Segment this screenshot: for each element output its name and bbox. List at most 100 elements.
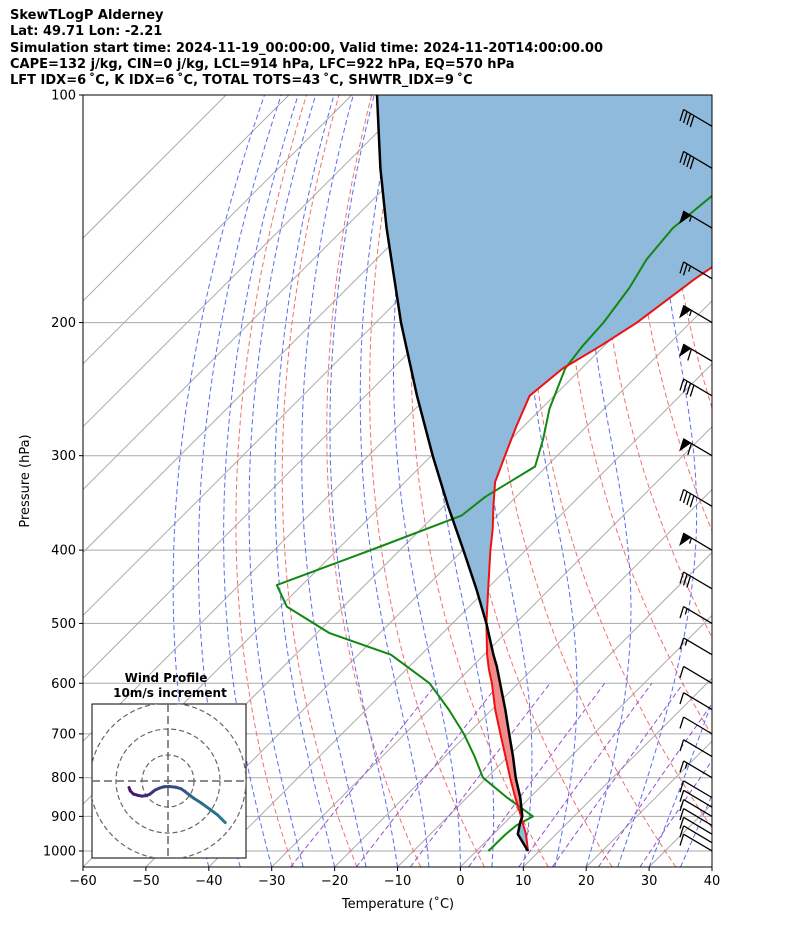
x-tick-label: −20 <box>321 874 348 889</box>
wind-barb <box>679 637 713 656</box>
time-line: Simulation start time: 2024-11-19_00:00:… <box>10 40 603 56</box>
hodograph-trace <box>208 807 219 817</box>
cape-fill-layer <box>377 95 712 851</box>
y-tick-label: 100 <box>51 89 76 104</box>
isotherm-line <box>83 95 478 491</box>
wind-barb <box>679 739 713 758</box>
mixing-ratio-line <box>290 682 438 867</box>
mixing-ratio-line <box>468 683 606 867</box>
wind-barb <box>679 532 713 551</box>
wind-barb <box>679 488 713 508</box>
wind-barb <box>679 343 713 362</box>
hodograph-trace <box>127 786 132 793</box>
moist-adiabat-line <box>248 95 317 867</box>
y-tick-label: 600 <box>51 677 76 692</box>
mixing-ratio-line <box>355 682 500 867</box>
dry-adiabat-line <box>369 95 485 867</box>
wind-barb <box>679 716 713 735</box>
x-tick-label: −60 <box>69 874 96 889</box>
moist-adiabat-line <box>359 95 430 867</box>
y-tick-label: 400 <box>51 544 76 559</box>
hodograph-trace <box>215 813 227 825</box>
moist-adiabat-line <box>680 793 712 867</box>
x-tick-label: 0 <box>456 874 464 889</box>
hodograph-subtitle: 10m/s increment <box>113 686 227 700</box>
moist-adiabat-line <box>197 95 282 867</box>
dry-adiabat-line <box>730 95 794 867</box>
index-line: LFT IDX=6 ˚C, K IDX=6 ˚C, TOTAL TOTS=43 … <box>10 73 473 89</box>
y-tick-label: 500 <box>51 617 76 632</box>
wind-barb <box>679 438 713 457</box>
sounding-header: SkewTLogP Alderney Lat: 49.71 Lon: -2.21… <box>10 8 603 89</box>
isotherm-line <box>775 95 794 867</box>
moist-adiabat-line <box>711 865 712 867</box>
wind-barb <box>679 571 713 590</box>
axes-layer: −60 −50 −40 −30 −20 −10 0 10 20 30 40 100 200 300 400 5… <box>43 89 720 890</box>
x-tick-label: −50 <box>132 874 159 889</box>
isotherm-line <box>83 95 290 302</box>
hodograph-title: Wind Profile <box>125 671 208 685</box>
dewpoint-line <box>275 194 712 852</box>
moist-adiabat-line <box>393 95 461 867</box>
isotherm-line <box>460 614 712 867</box>
x-tick-label: 20 <box>578 874 595 889</box>
moist-adiabat-line <box>582 95 632 867</box>
x-tick-label: −30 <box>258 874 285 889</box>
isotherm-line <box>397 551 712 867</box>
wind-barb <box>679 780 713 799</box>
dry-adiabat-line <box>526 95 712 829</box>
wind-barb <box>679 760 713 779</box>
x-tick-label: 10 <box>515 874 532 889</box>
isotherm-line <box>271 425 712 867</box>
y-tick-label: 900 <box>51 810 76 825</box>
y-tick-label: 800 <box>51 771 76 786</box>
x-tick-label: −40 <box>195 874 222 889</box>
wind-barb <box>679 692 713 711</box>
title-line: SkewTLogP Alderney <box>10 8 164 23</box>
dry-adiabat-line <box>281 95 358 867</box>
mixing-ratio-line <box>518 683 653 867</box>
x-axis-label: Temperature (˚C) <box>341 896 454 912</box>
wind-barb <box>679 808 713 826</box>
wind-barb <box>679 816 713 835</box>
profile-layer <box>275 95 712 852</box>
isotherm-line <box>83 95 416 428</box>
moist-adiabat-line <box>301 95 367 867</box>
wind-barb <box>679 150 713 170</box>
cape-line: CAPE=132 j/kg, CIN=0 j/kg, LCL=914 hPa, … <box>10 56 515 72</box>
moist-adiabat-line <box>223 95 299 867</box>
wind-barb <box>679 108 713 128</box>
cin-area <box>377 95 712 621</box>
isotherm-line <box>83 95 227 239</box>
moist-adiabat-line <box>617 95 698 867</box>
temperature-line <box>485 265 712 852</box>
mixing-ratio-line <box>551 683 684 867</box>
y-tick-label: 200 <box>51 316 76 331</box>
dry-adiabat-line <box>235 95 307 867</box>
y-tick-label: 1000 <box>43 844 76 859</box>
isotherm-line <box>208 363 712 867</box>
isotherm-line <box>711 866 712 867</box>
wind-barb <box>679 833 713 852</box>
x-tick-label: −10 <box>384 874 411 889</box>
dry-adiabat-line <box>562 95 712 737</box>
hodograph-trace <box>192 796 204 805</box>
wind-barb <box>679 261 713 280</box>
moist-adiabat-line <box>172 95 265 867</box>
isotherm-line <box>145 300 712 867</box>
x-tick-label: 30 <box>641 874 658 889</box>
moist-adiabat-line <box>648 700 712 867</box>
moist-adiabat-line <box>522 95 578 867</box>
isotherm-line <box>334 488 712 867</box>
wind-barb <box>679 378 713 397</box>
isotherm-line <box>522 677 712 867</box>
wind-barb <box>679 825 713 844</box>
y-axis-label: Pressure (hPa) <box>18 434 33 527</box>
dry-adiabat-line <box>597 95 712 639</box>
dry-adiabat-line <box>763 95 794 867</box>
y-tick-label: 300 <box>51 449 76 464</box>
moist-adiabat-line <box>274 95 336 867</box>
y-tick-label: 700 <box>51 727 76 742</box>
x-tick-label: 40 <box>704 874 721 889</box>
